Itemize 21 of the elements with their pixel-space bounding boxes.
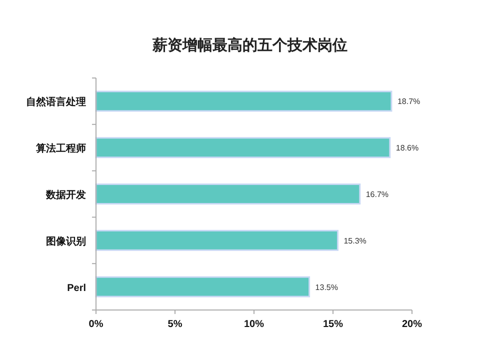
y-tick-label: 自然语言处理 xyxy=(26,96,86,108)
y-tick-label: 图像识别 xyxy=(46,235,86,248)
x-tick-label: 15% xyxy=(322,319,344,330)
x-tick-label: 10% xyxy=(244,319,264,330)
bar xyxy=(95,184,361,204)
data-label: 15.3% xyxy=(344,236,366,246)
data-label: 18.7% xyxy=(397,97,420,106)
bar xyxy=(95,137,391,158)
data-label: 16.7% xyxy=(366,190,389,199)
bar xyxy=(95,230,338,251)
y-tick-label: 算法工程师 xyxy=(35,142,86,155)
bar xyxy=(95,276,310,298)
chart-title: 薪资增幅最高的五个技术岗位 xyxy=(152,36,348,54)
y-tick-label: Perl xyxy=(67,282,86,294)
data-label: 18.6% xyxy=(396,144,419,153)
y-tick-label: 数据开发 xyxy=(45,189,86,201)
data-label: 13.5% xyxy=(315,282,338,292)
x-tick-label: 0% xyxy=(88,319,104,330)
x-tick-label: 20% xyxy=(402,319,422,330)
bar xyxy=(95,90,392,112)
x-tick-label: 5% xyxy=(168,319,182,330)
